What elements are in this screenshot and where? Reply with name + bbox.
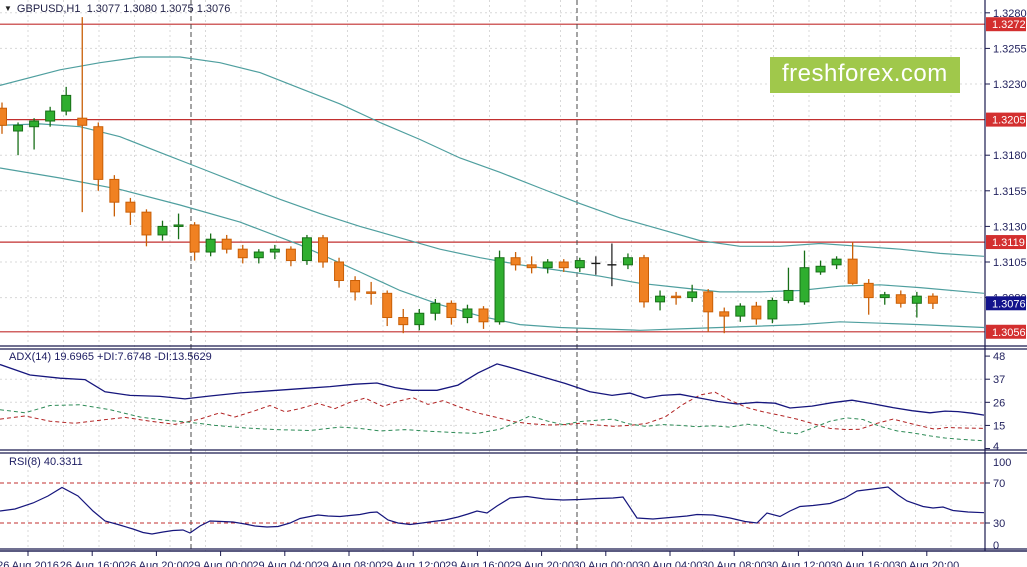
svg-text:1.3280: 1.3280 [993,8,1027,20]
svg-text:29 Aug 12:00: 29 Aug 12:00 [381,560,446,567]
svg-text:1.3255: 1.3255 [993,43,1027,55]
svg-text:29 Aug 04:00: 29 Aug 04:00 [252,560,317,567]
svg-text:30 Aug 16:00: 30 Aug 16:00 [830,560,895,567]
svg-text:0: 0 [993,540,999,552]
svg-text:48: 48 [993,351,1005,363]
svg-text:1.3230: 1.3230 [993,79,1027,91]
svg-text:29 Aug 20:00: 29 Aug 20:00 [509,560,574,567]
svg-text:30: 30 [993,518,1005,530]
svg-text:1.3155: 1.3155 [993,186,1027,198]
adx-indicator-label: ADX(14) 19.6965 +DI:7.6748 -DI:13.5629 [9,351,212,363]
svg-text:4: 4 [993,441,999,453]
freshforex-watermark: freshforex.com [770,57,960,93]
svg-text:26 Aug 20:00: 26 Aug 20:00 [124,560,189,567]
svg-text:29 Aug 08:00: 29 Aug 08:00 [317,560,382,567]
svg-text:1.3105: 1.3105 [993,257,1027,269]
svg-text:29 Aug 00:00: 29 Aug 00:00 [188,560,253,567]
symbol-quote-text: GBPUSD,H1 1.3077 1.3080 1.3075 1.3076 [16,3,231,15]
svg-text:100: 100 [993,457,1011,469]
svg-text:26: 26 [993,397,1005,409]
svg-text:1.3272: 1.3272 [992,19,1026,31]
svg-text:1.3056: 1.3056 [992,327,1026,339]
svg-text:37: 37 [993,374,1005,386]
svg-text:26 Aug 2016: 26 Aug 2016 [0,560,59,567]
svg-text:15: 15 [993,420,1005,432]
svg-text:70: 70 [993,478,1005,490]
svg-text:30 Aug 08:00: 30 Aug 08:00 [702,560,767,567]
svg-text:30 Aug 00:00: 30 Aug 00:00 [573,560,638,567]
rsi-indicator-label: RSI(8) 40.3311 [9,456,83,468]
svg-text:30 Aug 04:00: 30 Aug 04:00 [638,560,703,567]
svg-text:1.3119: 1.3119 [992,237,1025,249]
svg-text:1.3180: 1.3180 [993,150,1027,162]
svg-text:30 Aug 12:00: 30 Aug 12:00 [766,560,831,567]
svg-text:1.3130: 1.3130 [993,221,1027,233]
svg-text:1.3076: 1.3076 [992,298,1026,310]
svg-text:30 Aug 20:00: 30 Aug 20:00 [894,560,959,567]
svg-text:1.3205: 1.3205 [992,115,1026,127]
svg-text:29 Aug 16:00: 29 Aug 16:00 [445,560,510,567]
svg-text:26 Aug 16:00: 26 Aug 16:00 [60,560,125,567]
symbol-dropdown-icon[interactable]: ▼ [4,4,12,13]
chart-title-bar: ▼ GBPUSD,H1 1.3077 1.3080 1.3075 1.3076 [4,3,230,15]
